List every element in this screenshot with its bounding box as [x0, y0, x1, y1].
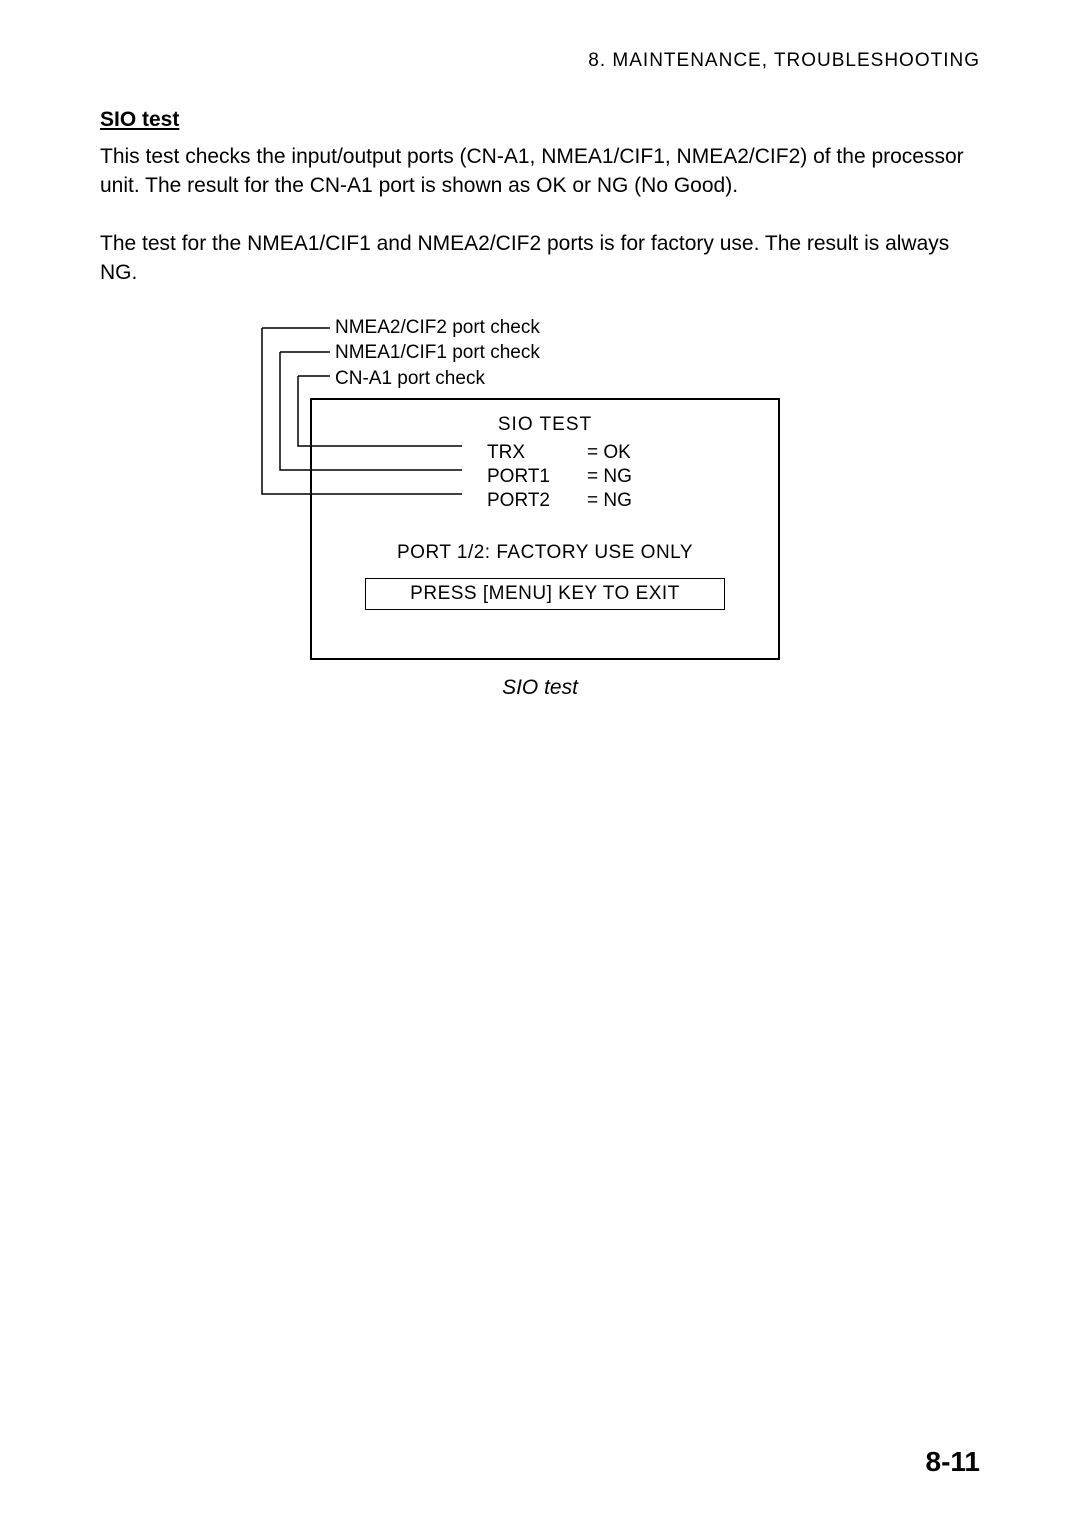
label-cna1: CN-A1 port check — [335, 367, 540, 392]
factory-note: PORT 1/2: FACTORY USE ONLY — [332, 542, 758, 564]
row-label: PORT1 — [487, 466, 587, 488]
screen-title: SIO TEST — [332, 414, 758, 436]
page-header: 8. MAINTENANCE, TROUBLESHOOTING — [100, 50, 980, 72]
row-value: = NG — [587, 490, 667, 512]
paragraph-1: This test checks the input/output ports … — [100, 142, 980, 201]
row-port1: PORT1 = NG — [332, 466, 758, 488]
figure-caption: SIO test — [240, 676, 840, 700]
row-label: TRX — [487, 442, 587, 464]
label-nmea2: NMEA2/CIF2 port check — [335, 316, 540, 341]
sio-screen: SIO TEST TRX = OK PORT1 = NG PORT2 = NG … — [310, 398, 780, 660]
leader-labels: NMEA2/CIF2 port check NMEA1/CIF1 port ch… — [335, 316, 540, 393]
section-title: SIO test — [100, 108, 980, 132]
label-nmea1: NMEA1/CIF1 port check — [335, 341, 540, 366]
row-value: = OK — [587, 442, 667, 464]
row-label: PORT2 — [487, 490, 587, 512]
paragraph-2: The test for the NMEA1/CIF1 and NMEA2/CI… — [100, 229, 980, 288]
row-trx: TRX = OK — [332, 442, 758, 464]
row-value: = NG — [587, 466, 667, 488]
page-number: 8-11 — [926, 1446, 981, 1478]
sio-diagram: NMEA2/CIF2 port check NMEA1/CIF1 port ch… — [240, 316, 840, 696]
row-port2: PORT2 = NG — [332, 490, 758, 512]
exit-instruction: PRESS [MENU] KEY TO EXIT — [365, 578, 725, 610]
